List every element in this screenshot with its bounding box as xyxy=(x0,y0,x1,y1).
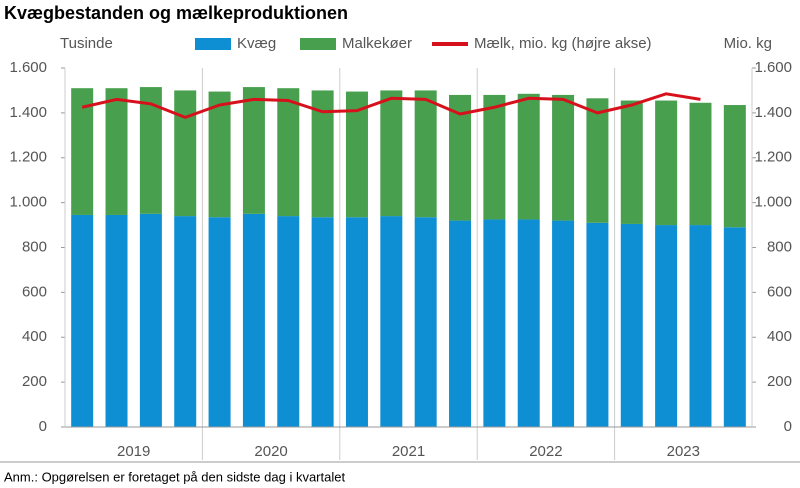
x-group-label: 2022 xyxy=(529,443,562,460)
legend-swatch xyxy=(195,38,231,50)
bar xyxy=(105,214,128,427)
y2-tick-label: 1.200 xyxy=(754,149,792,166)
y2-tick-label: 600 xyxy=(767,283,792,300)
bar xyxy=(414,217,437,427)
x-group-label: 2021 xyxy=(392,443,425,460)
bar xyxy=(277,216,300,427)
bar xyxy=(208,217,231,427)
bar xyxy=(174,90,197,217)
x-group-label: 2020 xyxy=(254,443,287,460)
bar xyxy=(586,222,609,427)
bar xyxy=(345,91,368,218)
y-tick-label: 600 xyxy=(22,283,47,300)
y-tick-label: 400 xyxy=(22,328,47,345)
y2-tick-label: 1.400 xyxy=(754,104,792,121)
bar xyxy=(449,220,472,427)
bar xyxy=(517,93,540,220)
y-axis-label: Tusinde xyxy=(60,35,113,52)
y-tick-label: 1.000 xyxy=(9,194,47,211)
bar xyxy=(414,90,437,218)
bar xyxy=(380,90,403,217)
bar xyxy=(517,219,540,427)
bar xyxy=(242,213,265,427)
y2-tick-label: 1.600 xyxy=(754,59,792,76)
line xyxy=(81,92,701,119)
bar xyxy=(483,219,506,427)
bar xyxy=(552,220,575,427)
bar xyxy=(174,216,197,427)
bar xyxy=(208,91,231,218)
y-tick-label: 0 xyxy=(39,418,47,435)
bar xyxy=(655,100,678,226)
bar xyxy=(277,88,300,217)
bar xyxy=(345,217,368,427)
y2-tick-label: 0 xyxy=(784,418,792,435)
x-group-label: 2023 xyxy=(667,443,700,460)
bar xyxy=(483,94,506,220)
y-tick-label: 200 xyxy=(22,373,47,390)
bar xyxy=(689,225,712,427)
y2-tick-label: 400 xyxy=(767,328,792,345)
bar xyxy=(139,213,162,427)
y2-tick-label: 800 xyxy=(767,238,792,255)
legend-label: Kvæg xyxy=(237,35,276,52)
bar xyxy=(689,102,712,226)
chart-title: Kvægbestanden og mælkeproduktionen xyxy=(4,3,348,23)
bar xyxy=(552,94,575,221)
bar xyxy=(311,90,334,218)
legend-label: Mælk, mio. kg (højre akse) xyxy=(474,35,652,52)
y-tick-label: 1.200 xyxy=(9,149,47,166)
bar xyxy=(449,94,472,221)
y2-tick-label: 1.000 xyxy=(754,194,792,211)
bar xyxy=(620,100,643,224)
note: Anm.: Opgørelsen er foretaget på den sid… xyxy=(4,469,345,484)
bar xyxy=(139,87,162,214)
bar xyxy=(311,217,334,427)
legend-label: Malkekøer xyxy=(342,35,412,52)
bar xyxy=(71,214,94,427)
y-tick-label: 1.600 xyxy=(9,59,47,76)
bar xyxy=(105,88,128,215)
bar xyxy=(71,88,94,215)
legend-swatch xyxy=(300,38,336,50)
bar xyxy=(723,105,746,228)
y2-tick-label: 200 xyxy=(767,373,792,390)
bar xyxy=(620,223,643,427)
bar xyxy=(380,216,403,427)
bar xyxy=(723,227,746,427)
y-tick-label: 800 xyxy=(22,238,47,255)
y-tick-label: 1.400 xyxy=(9,104,47,121)
bar xyxy=(655,225,678,427)
y2-axis-label: Mio. kg xyxy=(724,35,772,52)
bar xyxy=(586,98,609,223)
x-group-label: 2019 xyxy=(117,443,150,460)
bar xyxy=(242,87,265,214)
